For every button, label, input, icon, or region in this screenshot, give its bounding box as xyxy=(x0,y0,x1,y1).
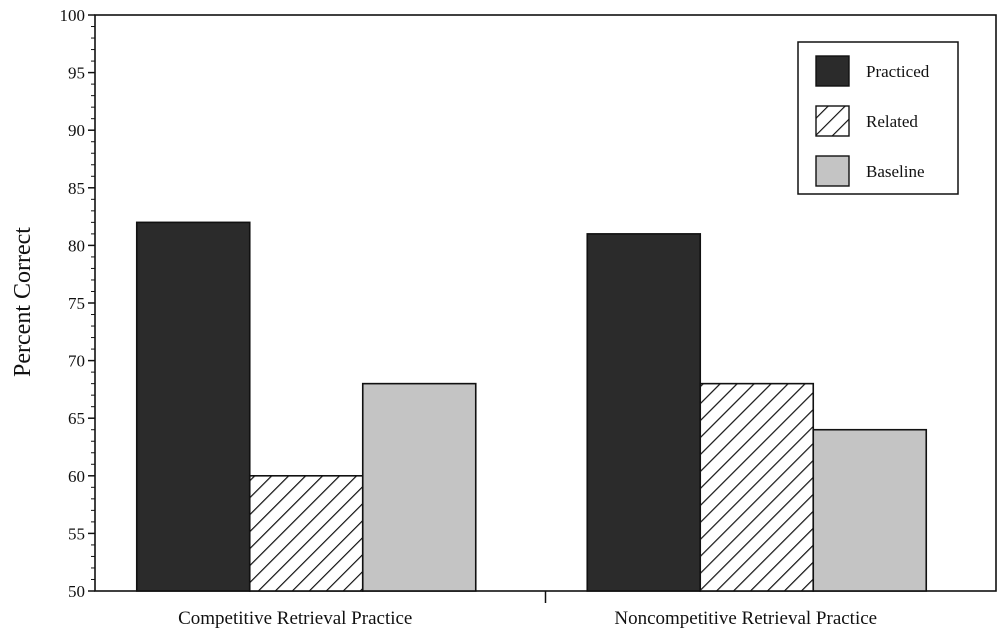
legend-swatch-practiced xyxy=(815,55,850,87)
x-axis: Competitive Retrieval Practice Noncompeti… xyxy=(178,591,877,629)
y-tick-label: 60 xyxy=(68,467,85,486)
y-axis-title: Percent Correct xyxy=(10,227,36,377)
bar-related-noncompetitive xyxy=(699,382,815,592)
legend: Practiced Related Baseline xyxy=(797,41,959,195)
bars xyxy=(135,221,928,592)
bar-related-competitive xyxy=(248,474,364,592)
y-tick-label: 100 xyxy=(60,6,86,25)
y-axis: 50 55 60 65 70 75 80 85 90 95 100 xyxy=(60,6,95,601)
y-tick-label: 95 xyxy=(68,64,85,83)
legend-label-baseline: Baseline xyxy=(866,162,925,181)
bar-practiced-noncompetitive xyxy=(586,233,702,592)
legend-swatch-baseline xyxy=(815,155,850,187)
y-tick-label: 85 xyxy=(68,179,85,198)
bar-baseline-noncompetitive xyxy=(812,428,928,592)
x-category-label: Noncompetitive Retrieval Practice xyxy=(614,608,877,629)
y-tick-label: 90 xyxy=(68,121,85,140)
bar-practiced-competitive xyxy=(135,221,251,592)
y-tick-label: 65 xyxy=(68,409,85,428)
legend-label-practiced: Practiced xyxy=(866,62,930,81)
y-tick-label: 70 xyxy=(68,352,85,371)
legend-label-related: Related xyxy=(866,112,918,131)
y-tick-label: 55 xyxy=(68,524,85,543)
y-tick-label: 50 xyxy=(68,582,85,601)
legend-swatch-related xyxy=(815,105,850,137)
bar-baseline-competitive xyxy=(361,382,477,592)
y-tick-label: 80 xyxy=(68,236,85,255)
x-category-label: Competitive Retrieval Practice xyxy=(178,608,412,629)
y-tick-label: 75 xyxy=(68,294,85,313)
